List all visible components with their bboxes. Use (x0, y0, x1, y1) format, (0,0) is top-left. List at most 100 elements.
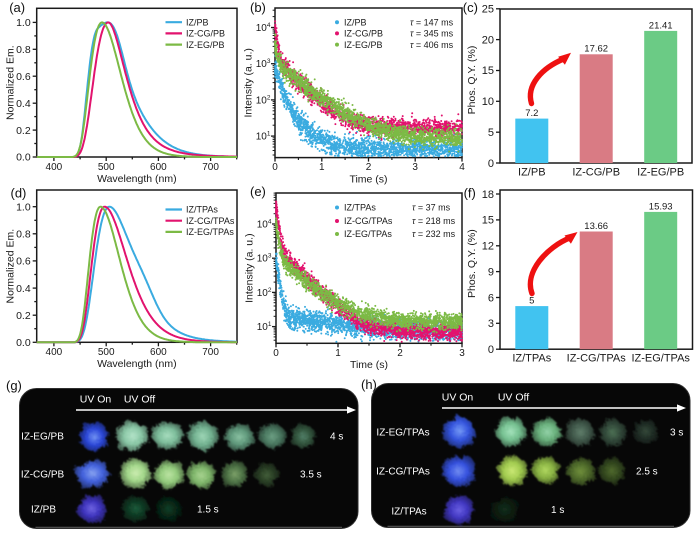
svg-text:(e): (e) (250, 184, 266, 199)
svg-text:13.66: 13.66 (584, 221, 608, 232)
svg-text:IZ-EG/TPAs: IZ-EG/TPAs (344, 229, 392, 239)
svg-text:IZ-EG/PB: IZ-EG/PB (21, 432, 64, 443)
svg-text:IZ-CG/PB: IZ-CG/PB (21, 470, 65, 481)
svg-text:τ = 232 ms: τ = 232 ms (412, 229, 456, 239)
svg-text:700: 700 (202, 347, 219, 358)
svg-text:0: 0 (488, 344, 494, 356)
svg-text:1: 1 (319, 162, 325, 173)
svg-text:700: 700 (202, 162, 219, 173)
svg-text:IZ/PB: IZ/PB (31, 505, 56, 516)
svg-text:15.93: 15.93 (649, 201, 673, 212)
svg-text:τ = 37 ms: τ = 37 ms (412, 203, 451, 213)
svg-text:Normalized Em.: Normalized Em. (5, 45, 17, 120)
svg-text:IZ/PB: IZ/PB (518, 167, 546, 179)
svg-text:5: 5 (529, 296, 534, 307)
svg-text:(h): (h) (361, 377, 377, 392)
svg-text:2: 2 (366, 162, 372, 173)
svg-text:2.5 s: 2.5 s (636, 467, 658, 478)
svg-text:(b): (b) (250, 0, 266, 15)
svg-text:600: 600 (150, 347, 167, 358)
svg-text:9: 9 (488, 266, 494, 278)
svg-text:UV On: UV On (442, 392, 474, 404)
svg-text:Time (s): Time (s) (350, 359, 388, 371)
svg-text:4: 4 (459, 162, 465, 173)
svg-text:Wavelength (nm): Wavelength (nm) (97, 358, 177, 370)
svg-text:Wavelength (nm): Wavelength (nm) (97, 173, 177, 185)
svg-text:25: 25 (482, 4, 494, 16)
svg-text:UV Off: UV Off (124, 394, 155, 406)
svg-text:0: 0 (273, 348, 279, 359)
svg-text:(d): (d) (11, 186, 27, 201)
svg-text:0: 0 (488, 158, 494, 170)
svg-text:IZ/TPAs: IZ/TPAs (391, 507, 426, 518)
svg-text:IZ/TPAs: IZ/TPAs (512, 353, 551, 365)
svg-text:20: 20 (482, 34, 494, 46)
svg-text:IZ-EG/PB: IZ-EG/PB (344, 40, 383, 50)
svg-text:1: 1 (335, 348, 341, 359)
svg-text:0.4: 0.4 (16, 283, 31, 295)
svg-text:21.41: 21.41 (649, 20, 673, 31)
svg-text:τ = 218 ms: τ = 218 ms (412, 216, 456, 226)
svg-text:Phos. Q.Y. (%): Phos. Q.Y. (%) (466, 46, 478, 115)
svg-text:0: 0 (272, 162, 278, 173)
svg-text:0.2: 0.2 (16, 125, 31, 137)
svg-text:1.5 s: 1.5 s (197, 505, 219, 516)
svg-text:0.0: 0.0 (16, 337, 31, 349)
svg-text:IZ-EG/TPAs: IZ-EG/TPAs (376, 428, 429, 439)
svg-text:Normalized Em.: Normalized Em. (5, 229, 17, 304)
svg-text:500: 500 (98, 162, 115, 173)
svg-text:Phos. Q.Y. (%): Phos. Q.Y. (%) (466, 229, 478, 298)
svg-text:0.8: 0.8 (16, 229, 31, 241)
svg-text:1.0: 1.0 (16, 17, 31, 29)
svg-text:IZ-CG/TPAs: IZ-CG/TPAs (376, 467, 430, 478)
svg-text:IZ/PB: IZ/PB (344, 17, 367, 27)
svg-text:UV On: UV On (80, 394, 112, 406)
svg-text:IZ-CG/TPAs: IZ-CG/TPAs (186, 216, 235, 226)
svg-text:0.6: 0.6 (16, 71, 31, 83)
svg-text:3: 3 (488, 318, 494, 330)
svg-text:UV Off: UV Off (498, 392, 529, 404)
svg-text:IZ-CG/PB: IZ-CG/PB (344, 29, 383, 39)
svg-text:7.2: 7.2 (525, 108, 538, 119)
svg-text:IZ-CG/PB: IZ-CG/PB (572, 167, 620, 179)
svg-text:Time (s): Time (s) (349, 173, 387, 185)
svg-text:(c): (c) (463, 0, 478, 15)
svg-text:15: 15 (482, 65, 494, 77)
svg-text:τ = 406 ms: τ = 406 ms (410, 40, 454, 50)
svg-text:0.0: 0.0 (16, 152, 31, 164)
svg-text:3: 3 (412, 162, 418, 173)
svg-text:0.6: 0.6 (16, 256, 31, 268)
svg-text:IZ-EG/PB: IZ-EG/PB (186, 40, 225, 50)
svg-text:12: 12 (482, 241, 494, 253)
svg-text:3 s: 3 s (670, 428, 683, 439)
svg-text:Intensity (a. u.): Intensity (a. u.) (243, 48, 255, 117)
svg-text:15: 15 (482, 215, 494, 227)
svg-text:(f): (f) (464, 186, 476, 201)
svg-text:IZ-EG/TPAs: IZ-EG/TPAs (631, 353, 690, 365)
svg-text:3.5 s: 3.5 s (300, 470, 322, 481)
svg-text:IZ/PB: IZ/PB (186, 17, 209, 27)
svg-text:400: 400 (46, 347, 63, 358)
svg-text:10: 10 (482, 96, 494, 108)
svg-text:Intensity (a. u.): Intensity (a. u.) (244, 233, 256, 302)
svg-text:17.62: 17.62 (584, 44, 608, 55)
svg-text:18: 18 (482, 189, 494, 201)
svg-text:(a): (a) (9, 0, 25, 15)
svg-text:5: 5 (488, 127, 494, 139)
svg-text:IZ/TPAs: IZ/TPAs (186, 205, 218, 215)
svg-text:600: 600 (150, 162, 167, 173)
svg-text:6: 6 (488, 292, 494, 304)
svg-text:3: 3 (459, 348, 465, 359)
svg-text:2: 2 (397, 348, 403, 359)
svg-text:IZ-CG/TPAs: IZ-CG/TPAs (344, 216, 393, 226)
svg-text:τ = 345 ms: τ = 345 ms (410, 29, 454, 39)
svg-text:0.8: 0.8 (16, 44, 31, 56)
svg-text:IZ-CG/PB: IZ-CG/PB (186, 29, 225, 39)
svg-text:1.0: 1.0 (16, 201, 31, 213)
svg-text:τ = 147 ms: τ = 147 ms (410, 17, 454, 27)
svg-text:1 s: 1 s (551, 505, 564, 516)
svg-text:0.2: 0.2 (16, 310, 31, 322)
svg-text:IZ-EG/TPAs: IZ-EG/TPAs (186, 227, 234, 237)
svg-text:0.4: 0.4 (16, 98, 31, 110)
svg-text:IZ-EG/PB: IZ-EG/PB (637, 167, 684, 179)
